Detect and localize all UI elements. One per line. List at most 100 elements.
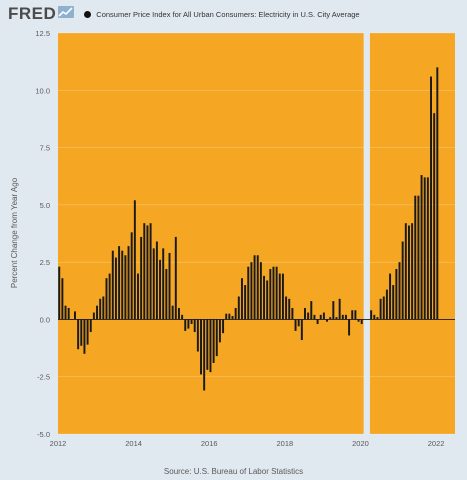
data-bar <box>382 296 385 320</box>
chart: 12.510.07.55.02.50.0-2.5-5.0 2012 2014 201… <box>10 29 455 448</box>
y-tick-label: 12.5 <box>35 29 50 38</box>
data-bar <box>174 236 177 320</box>
data-bar <box>433 113 436 320</box>
header: FRED Consumer Price Index for All Urban … <box>8 4 360 24</box>
x-tick-label: 2018 <box>277 439 294 448</box>
data-bar <box>344 314 347 320</box>
data-bar <box>351 310 354 320</box>
data-bar <box>162 248 165 320</box>
data-bar <box>310 301 313 320</box>
fred-logo[interactable]: FRED <box>8 4 75 24</box>
data-bar <box>263 275 266 320</box>
data-bar <box>70 319 73 321</box>
data-bar <box>61 278 64 320</box>
data-bar <box>80 319 83 346</box>
data-bar <box>228 313 231 320</box>
data-bar <box>99 298 102 320</box>
data-bar <box>285 296 288 320</box>
data-bar <box>231 315 234 320</box>
data-bar <box>102 296 105 320</box>
data-bar <box>288 298 291 320</box>
data-bar <box>275 266 278 320</box>
legend: Consumer Price Index for All Urban Consu… <box>84 9 360 19</box>
data-bar <box>83 319 86 354</box>
data-bar <box>222 319 225 334</box>
data-bar <box>92 312 95 320</box>
source-note: Source: U.S. Bureau of Labor Statistics <box>163 467 304 476</box>
data-bar <box>322 312 325 320</box>
data-bar <box>392 285 395 320</box>
data-bar <box>140 236 143 320</box>
data-bar <box>181 314 184 320</box>
data-bar <box>127 246 130 320</box>
data-bar <box>338 298 341 320</box>
y-tick-label: 0.0 <box>40 315 50 324</box>
data-bar <box>159 259 162 320</box>
data-bar <box>74 311 76 320</box>
data-bar <box>118 246 121 320</box>
data-bar <box>187 319 190 329</box>
y-tick-label: 2.5 <box>40 258 50 267</box>
data-bar <box>171 305 174 320</box>
data-bar <box>89 319 92 333</box>
data-bar <box>165 269 168 320</box>
data-bar <box>307 312 310 320</box>
data-bar <box>436 67 439 320</box>
x-tick-label: 2020 <box>352 439 369 448</box>
data-bar <box>168 252 171 320</box>
data-bar <box>389 273 392 320</box>
x-tick-label: 2016 <box>201 439 218 448</box>
data-bar <box>360 319 363 325</box>
data-bar <box>184 319 187 331</box>
data-bar <box>278 273 281 320</box>
data-bar <box>155 241 158 320</box>
data-bar <box>417 195 420 320</box>
data-bar <box>294 319 297 331</box>
data-bar <box>335 317 338 320</box>
data-bar <box>404 223 407 320</box>
y-tick-label: -2.5 <box>37 373 50 382</box>
data-bar <box>225 313 228 320</box>
plot-area <box>58 33 455 434</box>
data-bar <box>341 314 344 320</box>
data-bar <box>379 298 382 320</box>
y-tick-label: 10.0 <box>35 86 50 95</box>
data-bar <box>212 319 215 363</box>
data-bar <box>269 269 272 320</box>
y-axis-ticks: 12.5 10.0 7.5 5.0 2.5 0.0 -2.5 -5.0 <box>35 29 50 439</box>
chart-line-icon <box>58 5 75 23</box>
data-bar <box>105 278 108 320</box>
data-bar <box>272 266 275 320</box>
x-tick-label: 2012 <box>50 439 67 448</box>
data-bar <box>149 223 152 320</box>
data-bar <box>234 307 237 320</box>
data-bar <box>67 307 70 320</box>
data-bar <box>190 319 193 325</box>
data-bar <box>177 307 180 320</box>
data-bar <box>411 223 414 320</box>
data-bar <box>304 307 306 320</box>
data-bar <box>247 266 250 320</box>
data-bar <box>146 225 149 320</box>
data-bar <box>281 273 284 320</box>
data-bar <box>385 289 388 320</box>
data-bar <box>414 195 417 320</box>
data-bar <box>250 262 253 320</box>
data-bar <box>313 314 316 320</box>
data-bar <box>203 319 206 391</box>
data-bar <box>316 319 319 325</box>
data-bar <box>196 319 199 352</box>
x-axis-ticks: 2012 2014 2016 2018 2020 2022 <box>50 439 445 448</box>
x-tick-label: 2022 <box>428 439 445 448</box>
data-bar <box>354 310 357 320</box>
data-bar <box>423 177 426 320</box>
y-tick-label: 7.5 <box>40 144 50 153</box>
data-bar <box>326 319 329 322</box>
data-bar <box>237 296 240 320</box>
data-bar <box>86 319 89 345</box>
data-bar <box>193 319 196 333</box>
data-bar <box>152 248 155 320</box>
data-bar <box>137 273 139 320</box>
y-tick-label: 5.0 <box>40 201 50 210</box>
legend-label: Consumer Price Index for All Urban Consu… <box>96 9 360 19</box>
